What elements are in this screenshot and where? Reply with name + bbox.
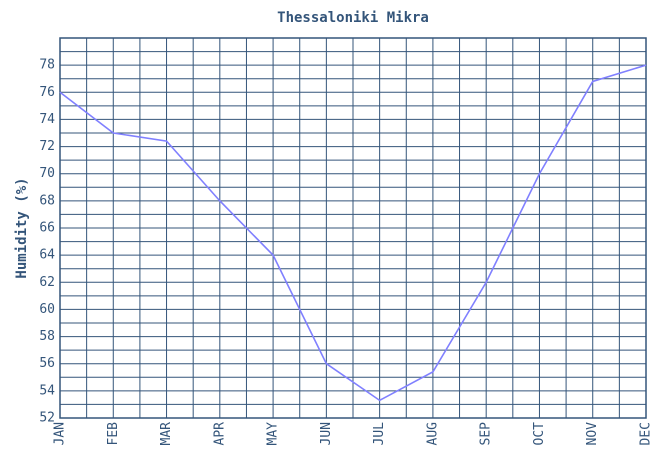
line-series <box>59 64 647 402</box>
x-tick-label: OCT <box>532 422 547 446</box>
y-tick-label: 54 <box>39 383 55 398</box>
y-tick-label: 72 <box>39 139 55 154</box>
chart-title: Thessaloniki Mikra <box>277 10 429 26</box>
x-tick-label: DEC <box>639 422 652 445</box>
y-tick-label: 52 <box>39 411 55 426</box>
x-tick-label: MAY <box>266 422 281 446</box>
x-tick-label: JAN <box>53 422 68 445</box>
y-tick-label: 74 <box>39 112 55 127</box>
y-tick-label: 76 <box>39 85 55 100</box>
y-tick-label: 62 <box>39 275 55 290</box>
y-tick-label: 78 <box>39 58 55 73</box>
y-tick-label: 66 <box>39 221 55 236</box>
y-tick-label: 70 <box>39 166 55 181</box>
x-tick-label: FEB <box>106 422 121 446</box>
y-tick-label: 60 <box>39 302 55 317</box>
x-tick-label: MAR <box>159 422 174 446</box>
x-tick-label: JUL <box>372 422 387 446</box>
y-tick-label: 56 <box>39 356 55 371</box>
x-tick-label: APR <box>212 422 227 446</box>
x-tick-label: SEP <box>479 422 494 446</box>
y-tick-label: 64 <box>39 248 55 263</box>
x-tick-label: JUN <box>319 422 334 445</box>
y-tick-label: 58 <box>39 329 55 344</box>
y-tick-label: 68 <box>39 193 55 208</box>
y-axis-label: Humidity (%) <box>14 177 30 278</box>
x-tick-label: NOV <box>585 422 600 446</box>
plot-frame <box>59 37 647 419</box>
x-tick-label: AUG <box>425 422 440 446</box>
